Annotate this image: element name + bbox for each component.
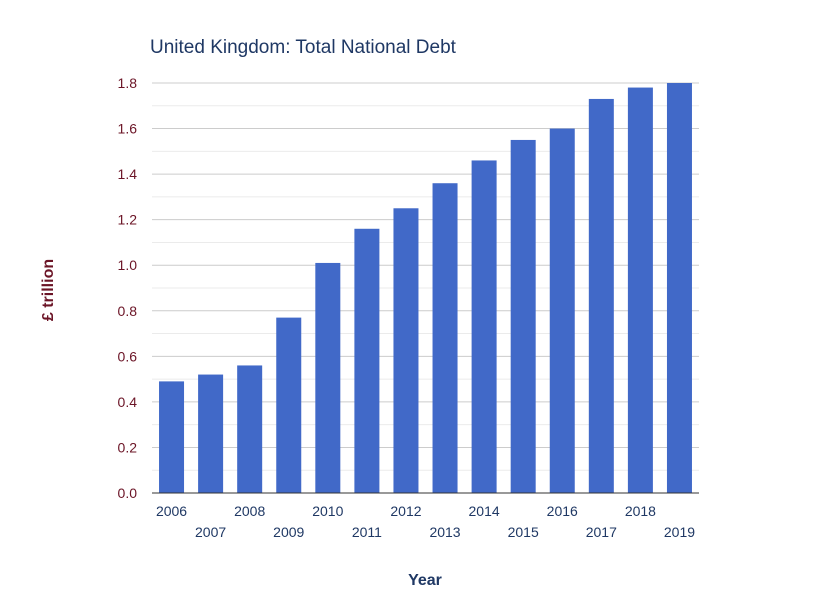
x-tick-label: 2019	[664, 524, 695, 540]
bar-2017	[588, 98, 614, 493]
y-axis-ticks: 0.0 0.2 0.4 0.6 0.8 1.0 1.2 1.4 1.6 1.8	[118, 75, 138, 501]
y-tick-label: 0.6	[118, 348, 138, 364]
bar-2012	[393, 208, 419, 493]
chart-title: United Kingdom: Total National Debt	[150, 37, 457, 58]
x-tick-label: 2018	[625, 503, 656, 519]
x-tick-label: 2008	[234, 503, 265, 519]
y-axis-label: £ trillion	[40, 259, 57, 321]
x-tick-label: 2015	[508, 524, 539, 540]
bar-2013	[432, 183, 458, 493]
gridlines	[152, 82, 699, 471]
x-tick-label: 2010	[312, 503, 343, 519]
x-tick-label: 2014	[469, 503, 500, 519]
x-tick-label: 2012	[390, 503, 421, 519]
y-tick-label: 0.2	[118, 439, 138, 455]
bar-2015	[510, 139, 536, 493]
y-tick-label: 1.4	[118, 166, 138, 182]
x-tick-label: 2007	[195, 524, 226, 540]
bar-2009	[276, 317, 302, 493]
x-axis-label: Year	[408, 572, 442, 589]
x-tick-label: 2017	[586, 524, 617, 540]
bar-2019	[666, 83, 692, 493]
y-tick-label: 0.8	[118, 303, 138, 319]
y-tick-label: 1.6	[118, 121, 138, 137]
bar-2008	[237, 365, 263, 493]
bar-2011	[354, 228, 380, 493]
y-tick-label: 0.0	[118, 485, 138, 501]
x-tick-label: 2013	[429, 524, 460, 540]
x-axis-ticks: 2006 2007 2008 2009 2010 2011 2012 2013 2014 2015…	[156, 503, 695, 540]
bar-2016	[549, 128, 575, 494]
bar-2018	[627, 87, 653, 494]
bar-2007	[198, 374, 224, 493]
bar-2014	[471, 160, 497, 493]
bar-2010	[315, 262, 341, 493]
y-tick-label: 0.4	[118, 394, 138, 410]
y-tick-label: 1.8	[118, 75, 138, 91]
y-tick-label: 1.0	[118, 257, 138, 273]
y-tick-label: 1.2	[118, 212, 138, 228]
x-tick-label: 2011	[352, 524, 382, 540]
bars	[159, 83, 692, 494]
x-tick-label: 2006	[156, 503, 187, 519]
x-tick-label: 2016	[547, 503, 578, 519]
x-tick-label: 2009	[273, 524, 304, 540]
bar-2006	[159, 381, 185, 493]
